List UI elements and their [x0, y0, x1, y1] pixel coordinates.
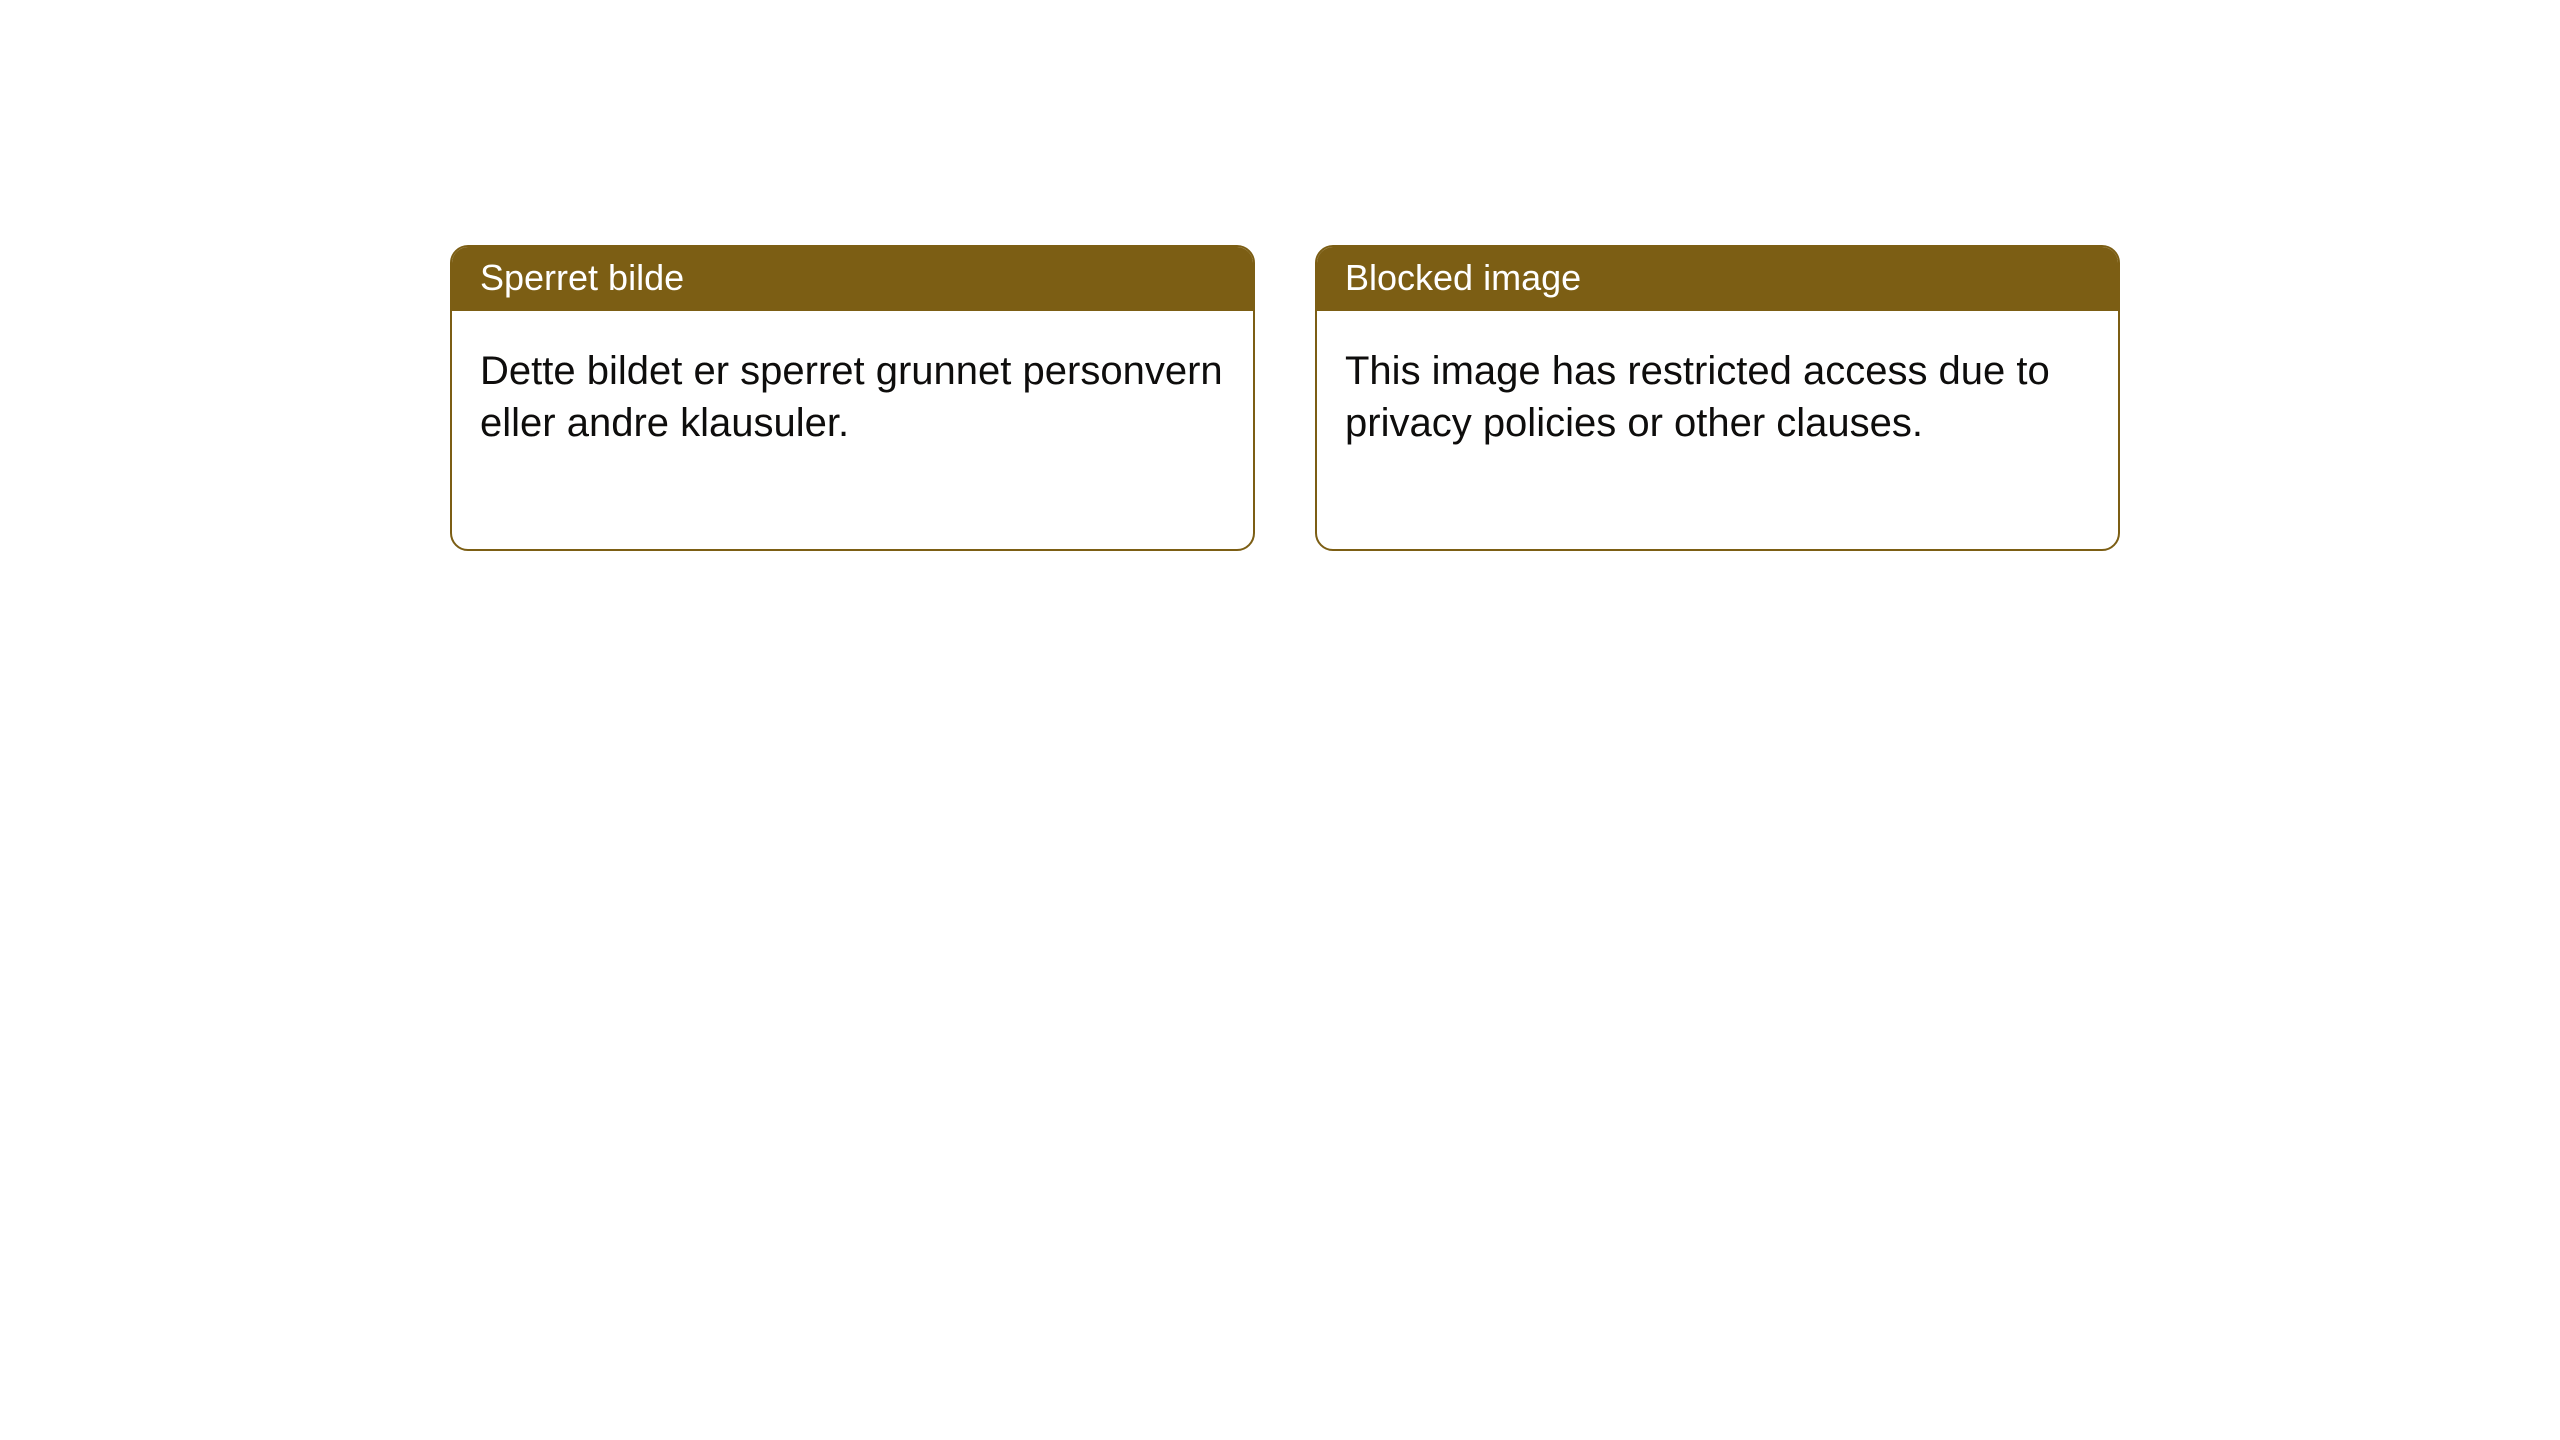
notice-title: Blocked image: [1345, 257, 1581, 298]
notice-title: Sperret bilde: [480, 257, 684, 298]
notice-body-text: Dette bildet er sperret grunnet personve…: [480, 349, 1223, 445]
notice-card-header: Sperret bilde: [452, 247, 1253, 311]
notice-card-body: This image has restricted access due to …: [1317, 311, 2118, 549]
notice-body-text: This image has restricted access due to …: [1345, 349, 2050, 445]
notice-card-english: Blocked image This image has restricted …: [1315, 245, 2120, 551]
notice-card-body: Dette bildet er sperret grunnet personve…: [452, 311, 1253, 549]
notice-card-norwegian: Sperret bilde Dette bildet er sperret gr…: [450, 245, 1255, 551]
notice-container: Sperret bilde Dette bildet er sperret gr…: [0, 0, 2560, 551]
notice-card-header: Blocked image: [1317, 247, 2118, 311]
